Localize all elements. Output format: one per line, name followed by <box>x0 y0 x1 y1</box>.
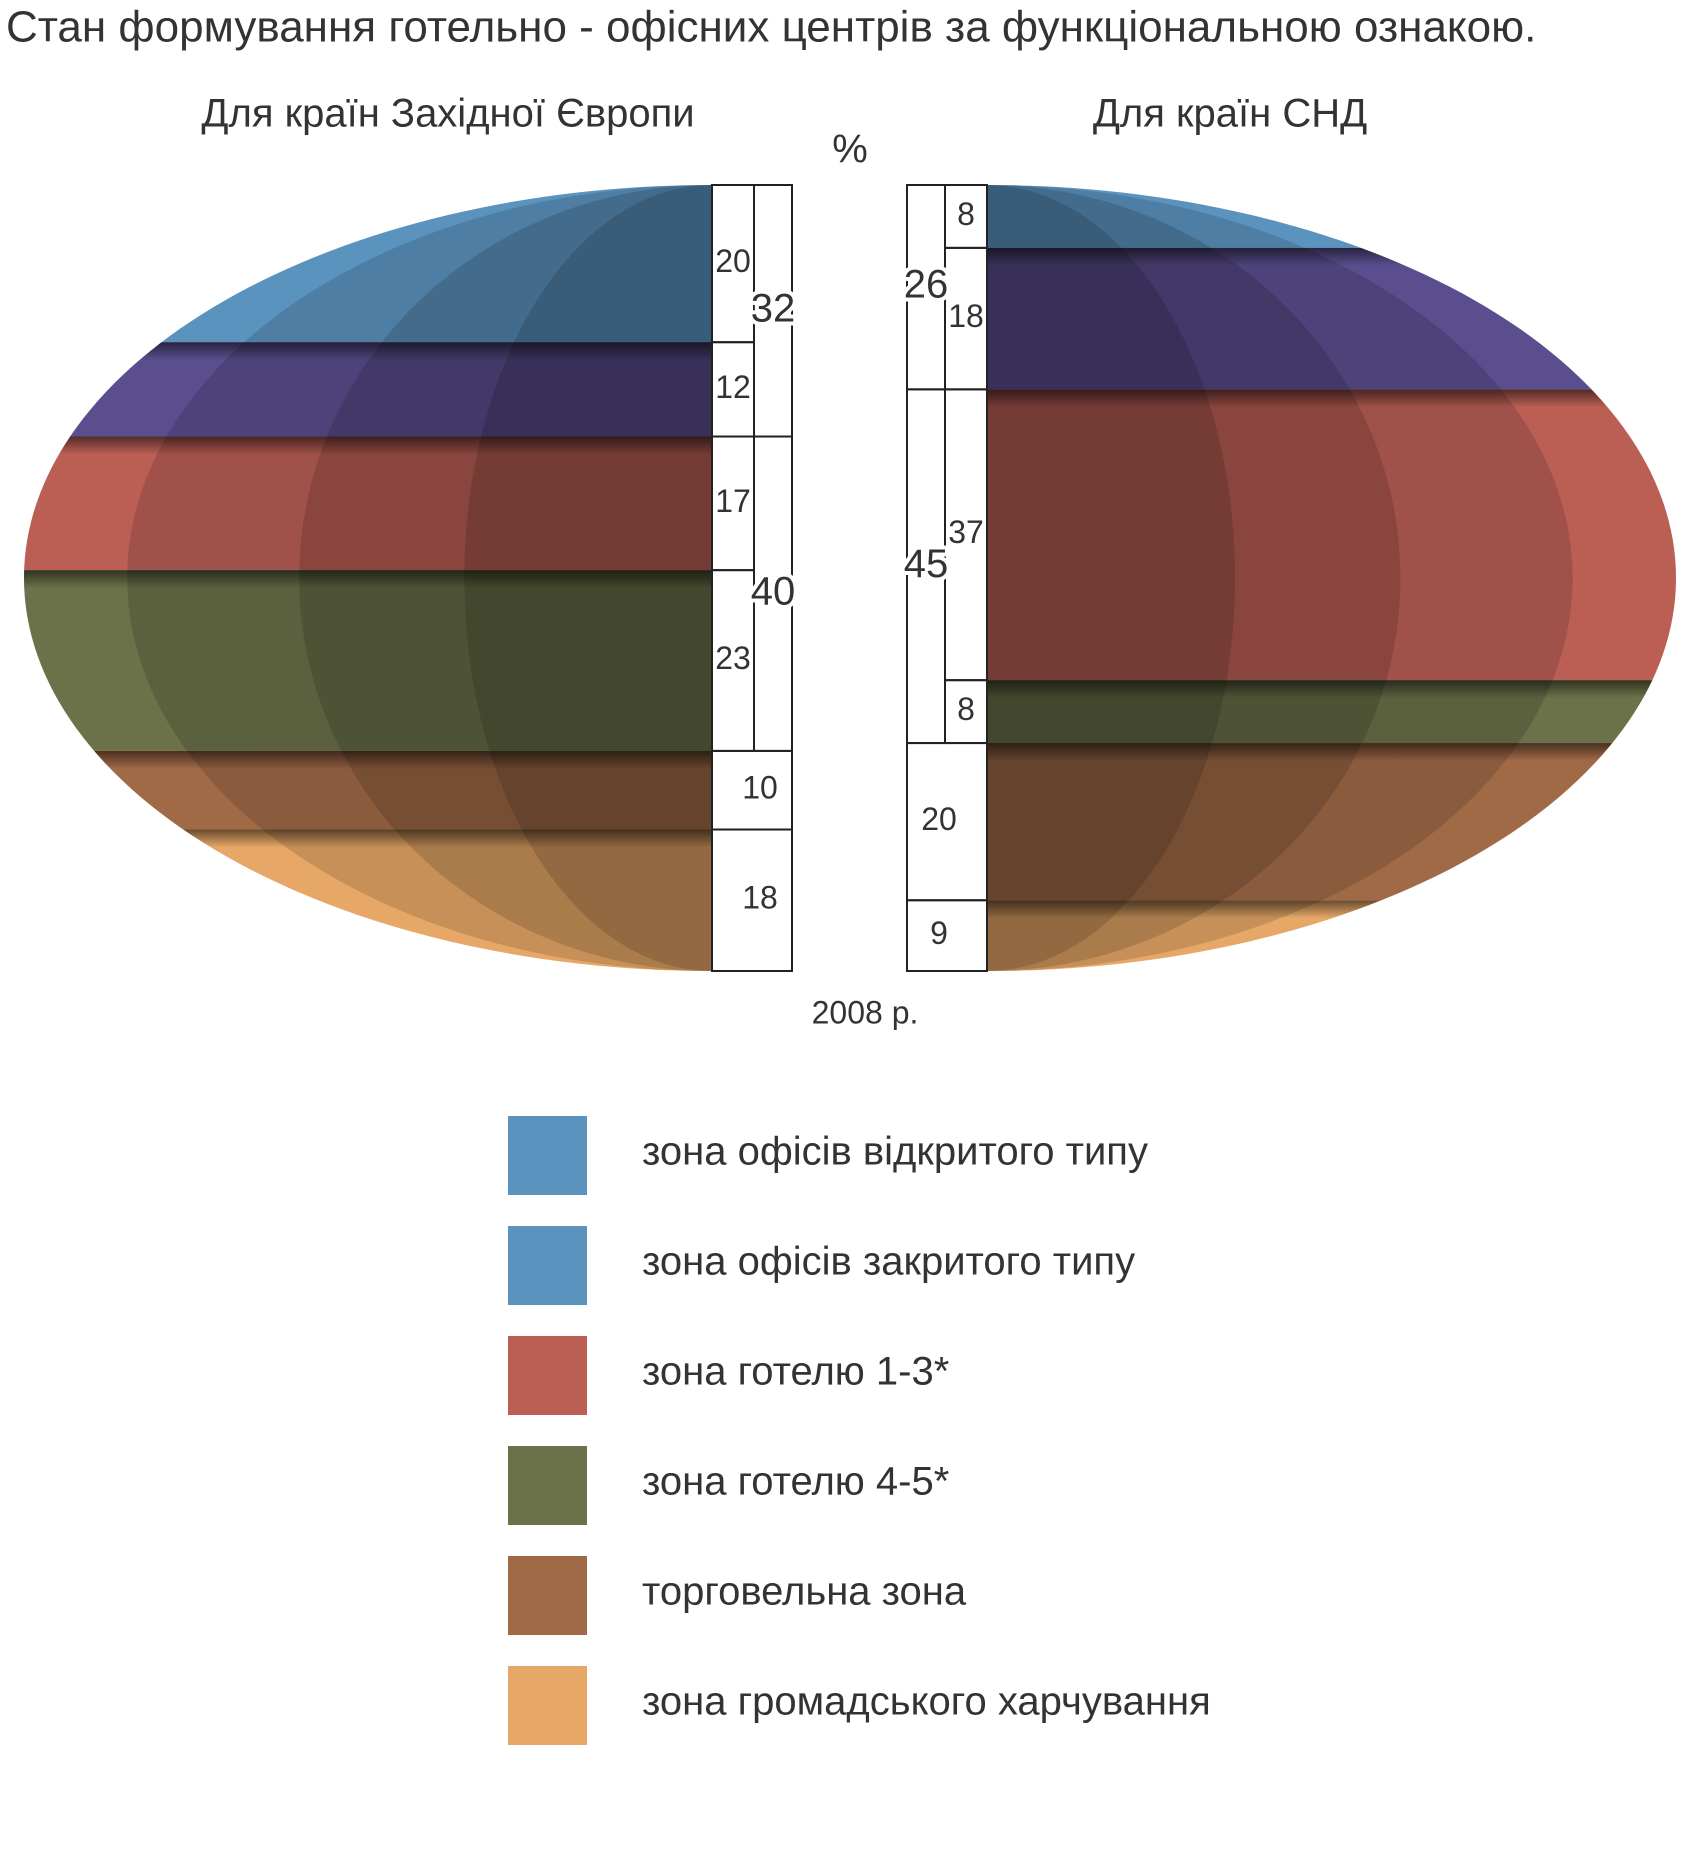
band-shadow <box>24 750 712 769</box>
value-label: 10 <box>742 770 778 806</box>
value-label: 8 <box>957 196 975 232</box>
legend-swatch <box>508 1446 587 1525</box>
value-label: 9 <box>930 915 948 951</box>
band-shadow <box>24 342 712 361</box>
band <box>987 389 1676 681</box>
legend-swatch <box>508 1116 587 1195</box>
band-shadow <box>987 743 1676 762</box>
band-shadow <box>24 570 712 589</box>
band <box>24 570 712 751</box>
band-shadow <box>987 680 1676 699</box>
band-shadow <box>987 247 1676 266</box>
legend-label: зона громадського харчування <box>642 1680 1211 1724</box>
group-bracket <box>753 435 793 752</box>
legend-swatch <box>508 1226 587 1305</box>
value-label: 18 <box>948 298 984 334</box>
legend-label: зона офісів відкритого типу <box>642 1130 1148 1174</box>
band-shadow <box>987 389 1676 408</box>
group-label: 45 <box>904 542 949 586</box>
band-shadow <box>24 436 712 455</box>
legend-label: торговельна зона <box>642 1570 967 1614</box>
chart-title: Стан формування готельно - офісних центр… <box>6 3 1536 52</box>
unit-label: % <box>832 128 868 172</box>
subtitle: 2008 р. <box>812 994 919 1030</box>
series-name: Для країн Західної Європи <box>201 92 694 136</box>
half-ellipse <box>24 185 712 971</box>
shade <box>987 185 1401 971</box>
value-label: 20 <box>715 243 751 279</box>
value-label: 37 <box>948 514 984 550</box>
group-label: 40 <box>751 569 796 613</box>
shade <box>987 185 1573 971</box>
value-bracket <box>711 828 793 973</box>
legend-swatch <box>508 1336 587 1415</box>
group-label: 26 <box>904 263 949 307</box>
legend-label: зона готелю 1-3* <box>642 1350 949 1394</box>
band-shadow <box>24 829 712 848</box>
value-label: 17 <box>715 483 751 519</box>
legend-swatch <box>508 1666 587 1745</box>
band <box>24 436 712 571</box>
group-bracket <box>906 388 946 745</box>
band-shadow <box>987 900 1676 919</box>
value-label: 23 <box>715 640 751 676</box>
series-name: Для країн СНД <box>1093 92 1367 136</box>
value-label: 8 <box>957 691 975 727</box>
half-ellipse <box>987 185 1676 971</box>
legend-label: зона офісів закритого типу <box>642 1240 1135 1284</box>
shade <box>987 185 1236 971</box>
group-label: 32 <box>751 286 796 330</box>
value-bracket <box>906 899 988 973</box>
legend-label: зона готелю 4-5* <box>642 1460 949 1504</box>
legend-swatch <box>508 1556 587 1635</box>
value-label: 20 <box>921 801 957 837</box>
value-label: 18 <box>742 880 778 916</box>
value-label: 12 <box>715 369 751 405</box>
